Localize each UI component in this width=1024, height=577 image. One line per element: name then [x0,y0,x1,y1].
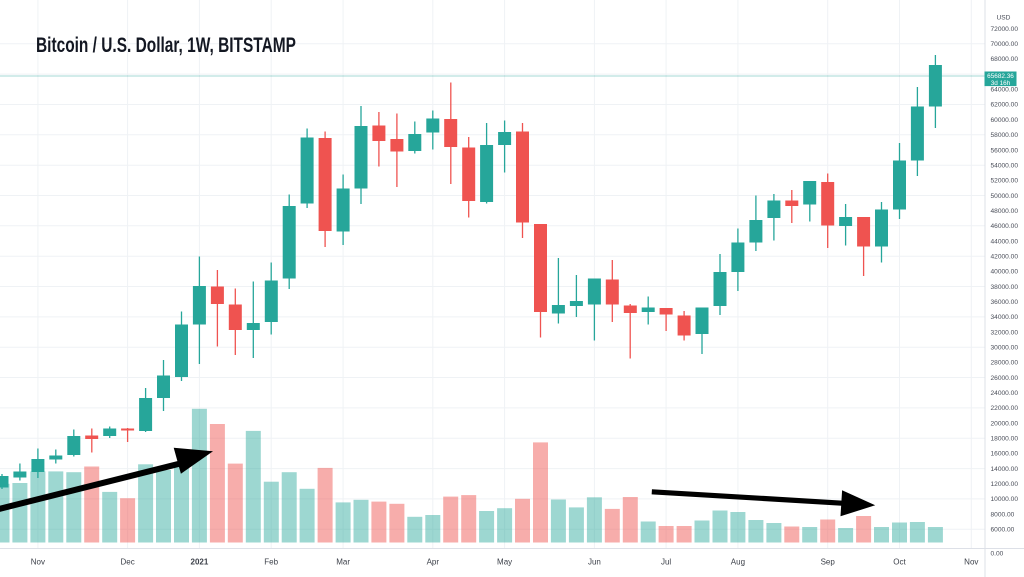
svg-text:Feb: Feb [264,558,278,567]
svg-text:65682.36: 65682.36 [987,73,1014,80]
svg-text:Oct: Oct [893,558,906,567]
svg-text:28000.00: 28000.00 [991,360,1019,367]
svg-text:44000.00: 44000.00 [991,238,1019,245]
svg-text:18000.00: 18000.00 [991,436,1019,443]
svg-text:72000.00: 72000.00 [991,26,1019,33]
svg-text:26000.00: 26000.00 [991,375,1019,382]
svg-text:8000.00: 8000.00 [991,511,1015,518]
svg-text:0.00: 0.00 [991,550,1004,557]
svg-text:Nov: Nov [964,558,978,567]
svg-text:20000.00: 20000.00 [991,420,1019,427]
svg-text:30000.00: 30000.00 [991,345,1019,352]
svg-text:56000.00: 56000.00 [991,147,1019,154]
svg-text:Apr: Apr [427,558,440,567]
svg-text:14000.00: 14000.00 [991,466,1019,473]
svg-text:32000.00: 32000.00 [991,329,1019,336]
svg-text:52000.00: 52000.00 [991,178,1019,185]
svg-text:68000.00: 68000.00 [991,56,1019,63]
svg-text:42000.00: 42000.00 [991,254,1019,261]
svg-text:10000.00: 10000.00 [991,496,1019,503]
svg-text:Dec: Dec [120,558,134,567]
svg-text:Jul: Jul [661,558,671,567]
svg-text:50000.00: 50000.00 [991,193,1019,200]
svg-text:48000.00: 48000.00 [991,208,1019,215]
svg-text:22000.00: 22000.00 [991,405,1019,412]
svg-text:Aug: Aug [731,558,745,567]
svg-text:54000.00: 54000.00 [991,162,1019,169]
svg-text:34000.00: 34000.00 [991,314,1019,321]
svg-text:USD: USD [997,15,1011,22]
svg-text:3d 16h: 3d 16h [991,80,1011,87]
svg-text:16000.00: 16000.00 [991,451,1019,458]
svg-text:Nov: Nov [31,558,45,567]
svg-text:46000.00: 46000.00 [991,223,1019,230]
svg-text:36000.00: 36000.00 [991,299,1019,306]
svg-text:40000.00: 40000.00 [991,269,1019,276]
svg-text:May: May [497,558,512,567]
svg-text:62000.00: 62000.00 [991,102,1019,109]
svg-text:2021: 2021 [191,558,209,567]
svg-text:58000.00: 58000.00 [991,132,1019,139]
svg-text:Jun: Jun [588,558,601,567]
svg-text:70000.00: 70000.00 [991,41,1019,48]
svg-text:12000.00: 12000.00 [991,481,1019,488]
svg-text:64000.00: 64000.00 [991,87,1019,94]
svg-text:6000.00: 6000.00 [991,527,1015,534]
svg-text:60000.00: 60000.00 [991,117,1019,124]
svg-text:Sep: Sep [821,558,836,567]
svg-text:38000.00: 38000.00 [991,284,1019,291]
svg-text:Mar: Mar [336,558,350,567]
svg-text:24000.00: 24000.00 [991,390,1019,397]
